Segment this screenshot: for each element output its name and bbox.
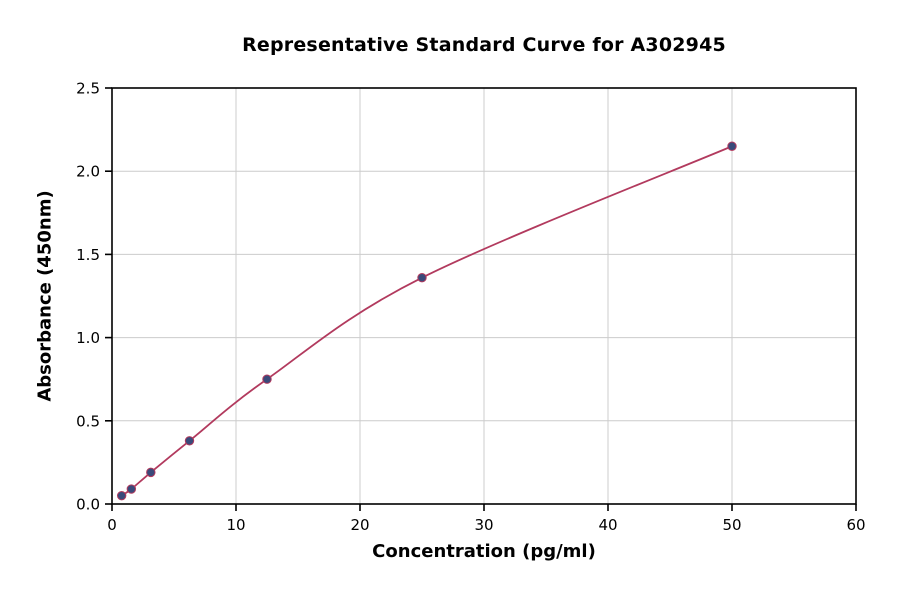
x-tick-label: 50: [722, 516, 741, 534]
y-tick-label: 2.0: [76, 163, 100, 181]
data-point-marker: [417, 272, 427, 283]
data-point-marker: [126, 484, 137, 494]
y-tick-label: 0.5: [76, 412, 100, 430]
data-point-marker: [184, 436, 195, 446]
x-tick-label: 10: [226, 516, 245, 534]
standard-curve-line: [121, 145, 733, 497]
y-tick-label: 0.0: [76, 496, 100, 514]
y-tick-label: 2.5: [76, 80, 100, 98]
data-point-marker: [116, 490, 127, 501]
data-point-marker: [146, 467, 156, 478]
y-tick-label: 1.0: [76, 329, 100, 347]
x-tick-label: 20: [350, 516, 369, 534]
y-tick-label: 1.5: [76, 246, 100, 264]
x-tick-label: 0: [107, 516, 117, 534]
chart-title: Representative Standard Curve for A30294…: [242, 34, 726, 56]
data-point-marker: [727, 141, 737, 151]
x-tick-label: 30: [474, 516, 493, 534]
x-axis-label: Concentration (pg/ml): [372, 541, 596, 562]
x-tick-label: 60: [846, 516, 865, 534]
x-tick-label: 40: [598, 516, 617, 534]
data-point-marker: [262, 374, 272, 384]
